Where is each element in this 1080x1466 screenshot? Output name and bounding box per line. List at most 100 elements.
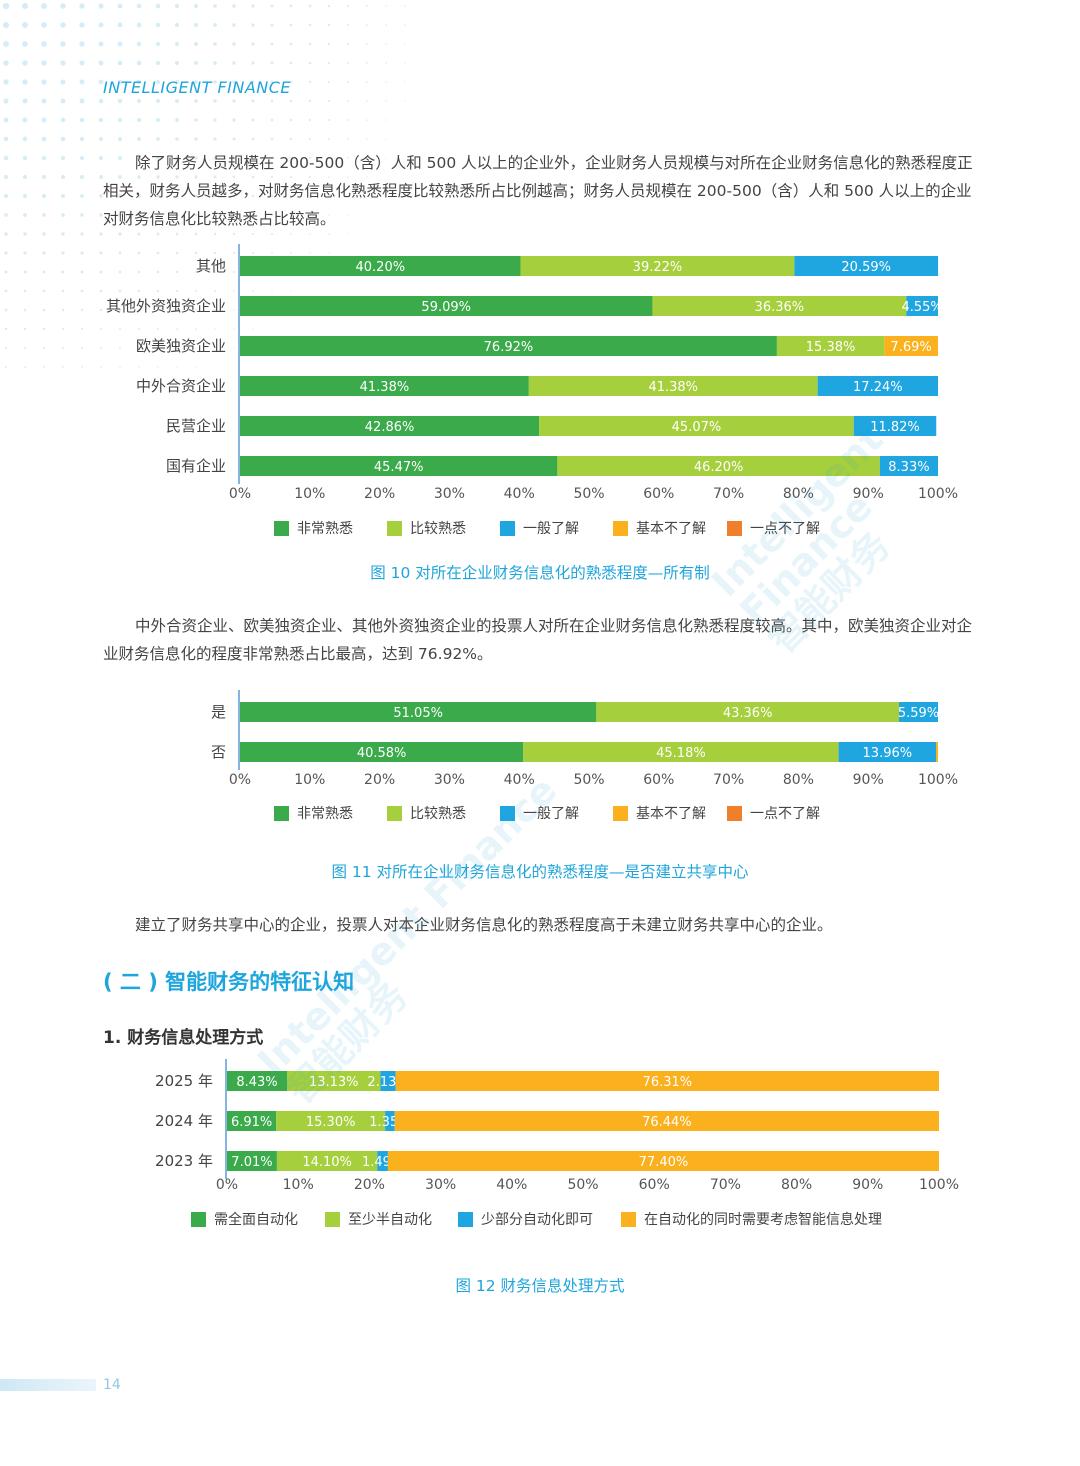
dot xyxy=(61,194,65,198)
legend-label: 基本不了解 xyxy=(636,805,706,822)
legend-label: 比较熟悉 xyxy=(410,806,466,822)
data-label: 45.47% xyxy=(374,460,424,475)
dot xyxy=(117,117,123,123)
category-label: 2025 年 xyxy=(155,1072,213,1090)
dot xyxy=(194,23,198,27)
dot xyxy=(175,289,179,293)
dot xyxy=(176,309,178,311)
dot xyxy=(289,156,293,160)
data-label: 14.10% xyxy=(302,1155,352,1170)
dot xyxy=(175,80,179,84)
data-label: 45.18% xyxy=(656,746,706,761)
dot xyxy=(3,136,9,142)
dot xyxy=(23,346,27,350)
dot xyxy=(175,118,179,122)
dot xyxy=(79,41,85,47)
dot xyxy=(251,156,255,160)
data-label: 59.09% xyxy=(421,300,471,315)
dot xyxy=(79,136,85,142)
dot xyxy=(60,136,66,142)
dot xyxy=(289,80,293,84)
dot xyxy=(4,213,8,217)
dot xyxy=(175,156,179,160)
dot xyxy=(328,138,330,140)
dot xyxy=(252,328,254,330)
legend-label: 非常熟悉 xyxy=(297,806,353,822)
data-label: 13.13% xyxy=(309,1075,359,1090)
dot xyxy=(366,43,368,45)
dot xyxy=(80,232,84,236)
dot xyxy=(80,308,84,312)
dot xyxy=(79,3,85,9)
dot xyxy=(137,232,141,236)
dot xyxy=(4,289,8,293)
dot xyxy=(290,290,292,292)
x-tick-label: 30% xyxy=(425,1177,456,1193)
dot xyxy=(213,80,217,84)
dot xyxy=(3,79,9,85)
x-tick-label: 30% xyxy=(434,772,465,788)
category-label: 中外合资企业 xyxy=(136,377,226,395)
dot xyxy=(156,270,160,274)
dot xyxy=(22,155,28,161)
dot xyxy=(289,118,293,122)
dot xyxy=(174,41,180,47)
dot xyxy=(251,42,255,46)
dot xyxy=(61,289,65,293)
dot xyxy=(385,5,387,7)
bar-segment xyxy=(817,376,938,396)
dot xyxy=(233,290,235,292)
data-label: 5.59% xyxy=(898,706,939,721)
x-tick-label: 80% xyxy=(783,772,814,788)
category-label: 其他外资独资企业 xyxy=(106,297,226,315)
data-label: 43.36% xyxy=(723,706,773,721)
dot xyxy=(232,137,236,141)
dot xyxy=(327,23,331,27)
dot xyxy=(308,61,312,65)
x-tick-label: 50% xyxy=(567,1177,598,1193)
dot xyxy=(175,213,179,217)
x-tick-label: 0% xyxy=(229,486,251,502)
dot xyxy=(22,41,28,47)
dot xyxy=(118,232,122,236)
dot xyxy=(175,232,179,236)
dot xyxy=(176,328,178,330)
dot xyxy=(385,138,387,140)
dot xyxy=(24,366,26,368)
dot xyxy=(41,174,47,180)
dot xyxy=(308,99,312,103)
bar-segment xyxy=(377,1151,388,1171)
dot xyxy=(41,155,47,161)
dot xyxy=(366,100,368,102)
x-tick-label: 10% xyxy=(294,486,325,502)
legend-label: 至少半自动化 xyxy=(348,1212,432,1228)
dot xyxy=(251,118,255,122)
dot xyxy=(213,4,217,8)
dot xyxy=(194,4,198,8)
bar-segment xyxy=(520,256,795,276)
data-label: 46.20% xyxy=(694,460,744,475)
bar-segment xyxy=(596,702,899,722)
dot xyxy=(385,81,387,83)
category-label: 国有企业 xyxy=(166,457,226,475)
dot xyxy=(213,156,217,160)
paragraph-2-text: 中外合资企业、欧美独资企业、其他外资独资企业的投票人对所在企业财务信息化熟悉程度… xyxy=(103,617,973,663)
dot xyxy=(385,24,387,26)
x-tick-label: 40% xyxy=(504,486,535,502)
dot xyxy=(232,232,236,236)
dot xyxy=(81,366,83,368)
dot xyxy=(346,4,350,8)
dot xyxy=(174,60,180,66)
dot xyxy=(61,346,65,350)
dot xyxy=(79,155,85,161)
data-label: 11.82% xyxy=(870,420,920,435)
dot xyxy=(60,155,66,161)
dot xyxy=(99,251,103,255)
bar-segment xyxy=(794,256,939,276)
data-label: 4.55% xyxy=(901,300,942,315)
dot xyxy=(156,213,160,217)
bar-segment xyxy=(227,1111,277,1131)
dot xyxy=(232,4,236,8)
dot xyxy=(156,289,160,293)
x-tick-label: 90% xyxy=(853,772,884,788)
